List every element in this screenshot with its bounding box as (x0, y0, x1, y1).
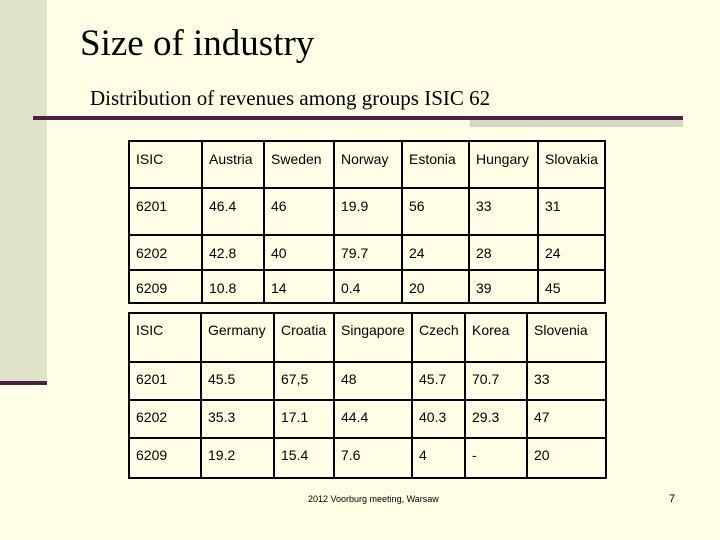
table-cell: 31 (537, 187, 606, 236)
table-header-cell: ISIC (128, 312, 202, 363)
page-number: 7 (669, 493, 676, 505)
table-row: 6201 45.5 67,5 48 45.7 70.7 33 (128, 361, 607, 401)
table-row: 6209 10.8 14 0.4 20 39 45 (128, 269, 606, 304)
table-cell: 42.8 (201, 234, 265, 271)
table-cell: 24 (401, 234, 470, 271)
footer-text: 2012 Voorburg meeting, Warsaw (308, 494, 439, 504)
table-cell: 7.6 (333, 437, 413, 479)
table-header-cell: Croatia (273, 312, 335, 363)
table-cell: 46 (263, 187, 335, 236)
table-header-cell: Slovenia (526, 312, 607, 363)
title-divider (33, 116, 683, 120)
table-header-cell: Slovakia (537, 140, 606, 189)
table-cell: 40 (263, 234, 335, 271)
table-row: 6202 35.3 17.1 44.4 40.3 29.3 47 (128, 399, 607, 439)
table-cell: 46.4 (201, 187, 265, 236)
table-cell: 6201 (128, 187, 203, 236)
table-header-cell: Norway (333, 140, 403, 189)
table-cell: 28 (468, 234, 539, 271)
table-header-cell: Singapore (333, 312, 413, 363)
table-cell: 6209 (128, 269, 203, 304)
table-cell: 39 (468, 269, 539, 304)
slide-subtitle: Distribution of revenues among groups IS… (90, 86, 491, 110)
left-bar-accent-line (0, 381, 47, 385)
table-cell: 33 (526, 361, 607, 401)
table-header-row: ISIC Germany Croatia Singapore Czech Korea Slo… (128, 312, 607, 363)
table-cell: 48 (333, 361, 413, 401)
table-header-cell: Sweden (263, 140, 335, 189)
table-row: 6209 19.2 15.4 7.6 4-20 (128, 437, 607, 479)
table-cell: 47 (526, 399, 607, 439)
table-cell: - (464, 437, 528, 479)
table-cell: 0.4 (333, 269, 403, 304)
revenue-table-2: ISIC Germany Croatia Singapore Czech Korea Slo… (128, 312, 607, 479)
table-cell: 6202 (128, 399, 202, 439)
table-header-cell: Korea (464, 312, 528, 363)
slide-title: Size of industry (80, 23, 315, 64)
table-cell: 70.7 (464, 361, 528, 401)
table-header-cell: Hungary (468, 140, 539, 189)
table-cell: 19.2 (200, 437, 275, 479)
left-decorative-bar (0, 0, 47, 383)
table-cell: 56 (401, 187, 470, 236)
table-header-cell: Czech (411, 312, 466, 363)
table-header-row: ISIC Austria Sweden Norway Estonia Hungary Slo… (128, 140, 606, 189)
table-cell: 45.7 (411, 361, 466, 401)
title-divider-shadow (470, 120, 683, 127)
table-row: 6202 42.8 40 79.7 24 28 24 (128, 234, 606, 271)
table-cell: 29.3 (464, 399, 528, 439)
table-cell: 4 (411, 437, 466, 479)
table-cell: 14 (263, 269, 335, 304)
table-cell: 20 (526, 437, 607, 479)
table-cell: 33 (468, 187, 539, 236)
table-cell: 35.3 (200, 399, 275, 439)
table-cell: 20 (401, 269, 470, 304)
table-header-cell: Estonia (401, 140, 470, 189)
table-cell: 19.9 (333, 187, 403, 236)
table-header-cell: Germany (200, 312, 275, 363)
table-header-cell: Austria (201, 140, 265, 189)
table-cell: 15.4 (273, 437, 335, 479)
table-cell: 44.4 (333, 399, 413, 439)
table-cell: 10.8 (201, 269, 265, 304)
table-cell: 67,5 (273, 361, 335, 401)
table-cell: 45.5 (200, 361, 275, 401)
table-cell: 6209 (128, 437, 202, 479)
table-cell: 79.7 (333, 234, 403, 271)
table-cell: 24 (537, 234, 606, 271)
table-header-cell: ISIC (128, 140, 203, 189)
table-cell: 6202 (128, 234, 203, 271)
table-cell: 6201 (128, 361, 202, 401)
table-cell: 40.3 (411, 399, 466, 439)
table-cell: 45 (537, 269, 606, 304)
table-row: 6201 46.4 46 19.9 56 33 31 (128, 187, 606, 236)
table-cell: 17.1 (273, 399, 335, 439)
revenue-table-1: ISIC Austria Sweden Norway Estonia Hungary Slo… (128, 140, 606, 304)
